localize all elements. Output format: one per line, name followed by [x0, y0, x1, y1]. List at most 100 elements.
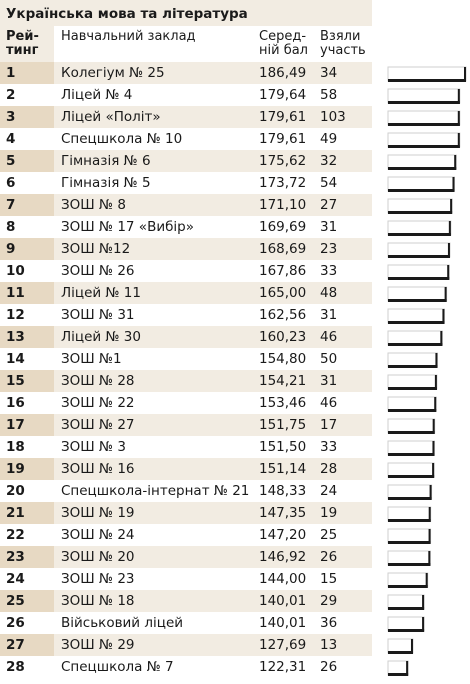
rank-cell: [0, 458, 54, 480]
average-score: 179,61: [259, 109, 307, 125]
school-name: ЗОШ № 18: [61, 593, 135, 609]
score-bar-end: [448, 221, 451, 236]
rank: 20: [6, 483, 25, 499]
score-bar-end: [406, 661, 409, 676]
score-bar-end: [440, 331, 443, 346]
score-bar-end: [464, 67, 466, 82]
score-bar-outline: [387, 616, 425, 632]
score-header: Серед-ній бал: [259, 29, 308, 58]
table-row: 4 Спецшкола № 10 179,61 49: [0, 128, 372, 150]
participants-count: 33: [320, 263, 338, 279]
average-score: 167,86: [259, 263, 307, 279]
header-band: [0, 26, 372, 62]
score-bar-end: [447, 265, 450, 280]
school-name: ЗОШ № 8: [61, 197, 126, 213]
score-bar-outline: [387, 220, 452, 236]
school-name: ЗОШ № 28: [61, 373, 135, 389]
average-score: 146,92: [259, 549, 307, 565]
score-bar-end: [447, 243, 450, 258]
rank-cell: [0, 546, 54, 568]
participants-count: 17: [320, 417, 338, 433]
school-name: ЗОШ № 26: [61, 263, 135, 279]
score-bar-end: [454, 155, 457, 170]
rank: 10: [6, 263, 25, 279]
participants-count: 58: [320, 87, 338, 103]
score-bar: [388, 123, 460, 126]
average-score: 140,01: [259, 615, 307, 631]
table-row: 10 ЗОШ № 26 167,86 33: [0, 260, 372, 282]
participants-count: 50: [320, 351, 338, 367]
rank: 24: [6, 571, 25, 587]
score-bar-end: [425, 573, 428, 588]
participants-count: 29: [320, 593, 338, 609]
score-bar: [388, 541, 431, 544]
rank-cell: [0, 62, 54, 84]
average-score: 144,00: [259, 571, 307, 587]
score-bar-outline: [387, 418, 436, 434]
average-score: 147,20: [259, 527, 307, 543]
participants-count: 103: [320, 109, 346, 125]
score-bar: [388, 343, 443, 346]
score-bar: [388, 145, 460, 148]
school-name: Ліцей № 4: [61, 87, 133, 103]
rank-cell: [0, 634, 54, 656]
rank: 21: [6, 505, 25, 521]
average-score: 140,01: [259, 593, 307, 609]
school-name: ЗОШ № 3: [61, 439, 126, 455]
school-name: ЗОШ №1: [61, 351, 122, 367]
average-score: 151,14: [259, 461, 307, 477]
table-row: 19 ЗОШ № 16 151,14 28: [0, 458, 372, 480]
score-bar-end: [422, 595, 425, 610]
rank-cell: [0, 282, 54, 304]
table-row: 23 ЗОШ № 20 146,92 26: [0, 546, 372, 568]
table-row: 11 Ліцей № 11 165,00 48: [0, 282, 372, 304]
title-band: [0, 0, 372, 26]
score-bar: [388, 277, 450, 280]
school-name: ЗОШ № 22: [61, 395, 135, 411]
rank-cell: [0, 238, 54, 260]
score-bar: [388, 387, 437, 390]
table-row: 24 ЗОШ № 23 144,00 15: [0, 568, 372, 590]
score-bar-end: [450, 199, 453, 214]
participants-count: 19: [320, 505, 338, 521]
participants-count: 27: [320, 197, 338, 213]
score-bar: [388, 255, 450, 258]
rank: 18: [6, 439, 25, 455]
score-bar-end: [442, 309, 445, 324]
score-bar: [388, 431, 435, 434]
score-bar-end: [422, 617, 425, 632]
table-row: 2 Ліцей № 4 179,64 58: [0, 84, 372, 106]
participants-count: 25: [320, 527, 338, 543]
rank: 13: [6, 329, 25, 345]
participants-count: 26: [320, 659, 338, 675]
rank: 23: [6, 549, 25, 565]
score-bar-end: [434, 375, 437, 390]
score-bar-end: [429, 485, 432, 500]
rank-cell: [0, 414, 54, 436]
participants-count: 32: [320, 153, 338, 169]
score-bar: [388, 101, 460, 104]
score-bar-outline: [387, 396, 437, 412]
table-row: 20 Спецшкола-інтернат № 21 148,33 24: [0, 480, 372, 502]
rank-header: Рей-тинг: [6, 29, 39, 58]
score-bar: [388, 321, 445, 324]
rank: 3: [6, 109, 16, 125]
average-score: 160,23: [259, 329, 307, 345]
rank: 17: [6, 417, 25, 433]
school-name: Колегіум № 25: [61, 65, 165, 81]
rank: 25: [6, 593, 25, 609]
score-bar: [388, 453, 435, 456]
table-row: 12 ЗОШ № 31 162,56 31: [0, 304, 372, 326]
school-name: ЗОШ № 19: [61, 505, 135, 521]
school-name: Ліцей № 11: [61, 285, 141, 301]
score-bar-outline: [387, 264, 450, 280]
average-score: 179,61: [259, 131, 307, 147]
school-name: Спецшкола-інтернат № 21: [61, 483, 250, 499]
score-bar-end: [428, 551, 431, 566]
average-score: 154,80: [259, 351, 307, 367]
score-bar-end: [452, 177, 455, 192]
score-bar-outline: [387, 484, 433, 500]
rank-cell: [0, 194, 54, 216]
participants-count: 46: [320, 329, 338, 345]
participants-count: 49: [320, 131, 338, 147]
